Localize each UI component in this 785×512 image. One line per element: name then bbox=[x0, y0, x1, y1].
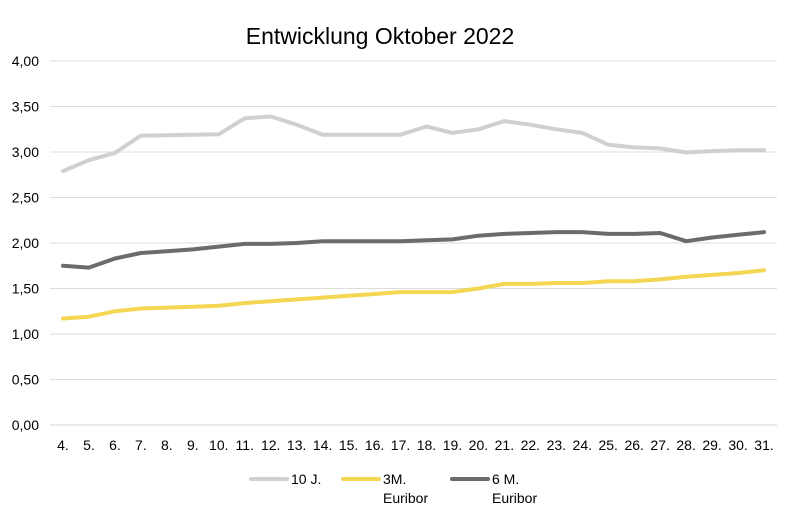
y-axis-ticks: 0,00 0,50 1,00 1,50 2,00 2,50 3,00 3,50 4,00 bbox=[12, 53, 39, 433]
x-tick-label: 11. bbox=[236, 437, 254, 453]
legend-label: 6 M. bbox=[492, 471, 519, 487]
gridlines bbox=[50, 60, 777, 426]
x-tick-label: 7. bbox=[135, 437, 147, 453]
x-tick-label: 4. bbox=[57, 437, 69, 453]
y-tick-label: 0,50 bbox=[12, 372, 39, 388]
x-tick-label: 8. bbox=[161, 437, 173, 453]
x-tick-label: 5. bbox=[83, 437, 95, 453]
x-tick-label: 18. bbox=[417, 437, 436, 453]
x-tick-label: 23. bbox=[547, 437, 566, 453]
y-tick-label: 1,00 bbox=[12, 326, 39, 342]
x-axis-ticks: 4. 5. 6. 7. 8. 9. 10. 11. 12. 13. 14. 15. 16. 17. 18. 1… bbox=[57, 437, 774, 453]
y-tick-label: 0,00 bbox=[12, 417, 39, 433]
x-tick-label: 29. bbox=[702, 437, 721, 453]
legend-label: 10 J. bbox=[291, 471, 321, 487]
y-tick-label: 2,50 bbox=[12, 190, 39, 206]
series-lines bbox=[61, 114, 766, 321]
x-tick-label: 16. bbox=[365, 437, 384, 453]
x-tick-label: 28. bbox=[676, 437, 695, 453]
x-tick-label: 24. bbox=[573, 437, 592, 453]
x-tick-label: 19. bbox=[443, 437, 462, 453]
legend-label: Euribor bbox=[492, 490, 537, 506]
series-line-2 bbox=[61, 230, 766, 270]
x-tick-label: 6. bbox=[109, 437, 121, 453]
x-tick-label: 13. bbox=[287, 437, 306, 453]
x-tick-label: 12. bbox=[261, 437, 280, 453]
y-tick-label: 1,50 bbox=[12, 281, 39, 297]
x-tick-label: 22. bbox=[521, 437, 540, 453]
x-tick-label: 17. bbox=[391, 437, 410, 453]
x-tick-label: 20. bbox=[469, 437, 488, 453]
x-tick-label: 9. bbox=[187, 437, 199, 453]
x-tick-label: 30. bbox=[728, 437, 747, 453]
x-tick-label: 15. bbox=[339, 437, 358, 453]
legend-label: Euribor bbox=[383, 490, 428, 506]
y-tick-label: 4,00 bbox=[12, 53, 39, 69]
x-tick-label: 21. bbox=[495, 437, 514, 453]
x-tick-label: 25. bbox=[598, 437, 617, 453]
x-tick-label: 10. bbox=[209, 437, 228, 453]
x-tick-label: 26. bbox=[624, 437, 643, 453]
legend-label: 3M. bbox=[383, 471, 406, 487]
x-tick-label: 27. bbox=[650, 437, 669, 453]
chart-title: Entwicklung Oktober 2022 bbox=[246, 23, 515, 49]
series-line-0 bbox=[61, 114, 766, 174]
y-tick-label: 2,00 bbox=[12, 235, 39, 251]
x-tick-label: 31. bbox=[754, 437, 773, 453]
series-line-1 bbox=[61, 268, 766, 321]
y-tick-label: 3,00 bbox=[12, 144, 39, 160]
y-tick-label: 3,50 bbox=[12, 99, 39, 115]
legend: 10 J. 3M. Euribor 6 M. Euribor bbox=[249, 471, 537, 506]
x-tick-label: 14. bbox=[313, 437, 332, 453]
